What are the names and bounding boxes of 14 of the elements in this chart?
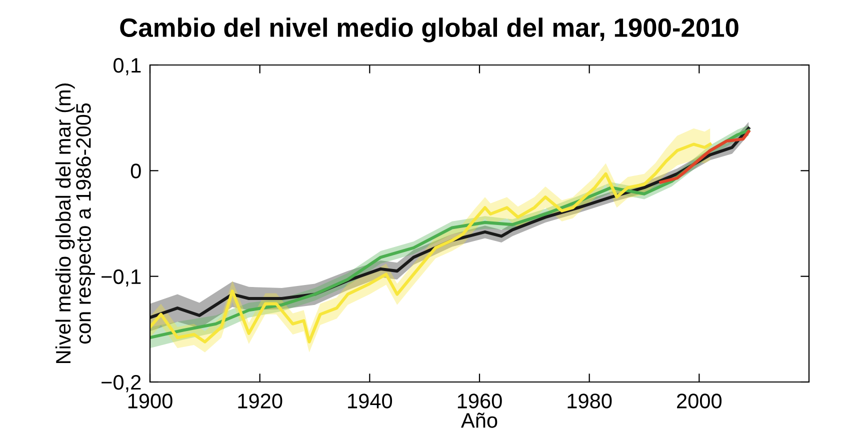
- x-tick-label: 1900: [128, 394, 172, 408]
- y-tick-label: −0,1: [102, 269, 141, 287]
- y-tick-label: 0,1: [114, 58, 141, 76]
- x-tick-label: 1980: [568, 394, 612, 408]
- y-tick-label: −0,2: [102, 375, 141, 392]
- x-tick-label: 1960: [458, 394, 502, 408]
- x-tick-label: 1920: [238, 394, 282, 408]
- x-axis-title: Año: [461, 412, 498, 428]
- x-tick-label: 1940: [348, 394, 392, 408]
- line-series: [659, 130, 750, 184]
- x-tick-label: 2000: [677, 394, 722, 408]
- chart-title: Cambio del nivel medio global del mar, 1900-2010: [120, 18, 738, 42]
- y-tick-label: 0: [130, 164, 141, 178]
- y-axis-title: Nivel medio global del mar (m) con respecto a 1986-2005: [55, 84, 95, 364]
